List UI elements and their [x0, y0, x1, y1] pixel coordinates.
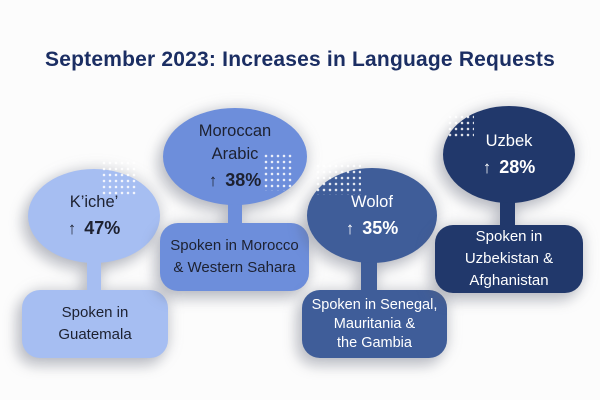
region-line: the Gambia [337, 334, 412, 351]
dot-pattern-decoration [101, 160, 137, 196]
balloon-stem [87, 240, 101, 302]
increase-line: ↑ 35% [346, 216, 399, 241]
arrow-up-icon: ↑ [67, 219, 77, 238]
region-line: Uzbekistan & [464, 250, 554, 267]
region-line: Spoken in Senegal, [311, 296, 438, 313]
arrow-up-icon: ↑ [208, 171, 218, 190]
increase-percent: 35% [362, 217, 399, 238]
region-line: Spoken in [475, 228, 543, 245]
page-title: September 2023: Increases in Language Re… [45, 48, 555, 72]
balloon-stem [228, 183, 242, 238]
increase-line: ↑ 38% [209, 168, 262, 193]
increase-percent: 38% [225, 170, 262, 190]
region-box: Spoken in Morocco & Western Sahara [160, 223, 309, 291]
dot-pattern-decoration [447, 114, 474, 138]
increase-line: ↑ 47% [68, 216, 121, 241]
increase-percent: 28% [499, 156, 536, 177]
region-line: Spoken in Morocco [170, 237, 299, 254]
region-line: Mauritania & [333, 315, 416, 332]
region-line: Afghanistan [469, 272, 549, 289]
region-line: Spoken in [61, 304, 129, 321]
balloon-stem [361, 240, 377, 302]
arrow-up-icon: ↑ [345, 218, 355, 238]
arrow-up-icon: ↑ [482, 157, 492, 177]
region-box: Spoken in Uzbekistan & Afghanistan [435, 225, 583, 293]
region-line: Guatemala [58, 326, 132, 343]
balloon-stem [500, 181, 515, 239]
language-bubble: K’iche’ ↑ 47% [28, 169, 160, 263]
dot-pattern-decoration [263, 153, 293, 191]
region-line: & Western Sahara [173, 259, 296, 276]
increase-percent: 47% [84, 218, 121, 238]
region-box: Spoken in Senegal, Mauritania & the Gamb… [302, 290, 447, 358]
dot-pattern-decoration [315, 163, 361, 195]
language-name: Uzbek [485, 131, 533, 150]
region-box: Spoken in Guatemala [22, 290, 168, 358]
increase-line: ↑ 28% [483, 155, 536, 180]
